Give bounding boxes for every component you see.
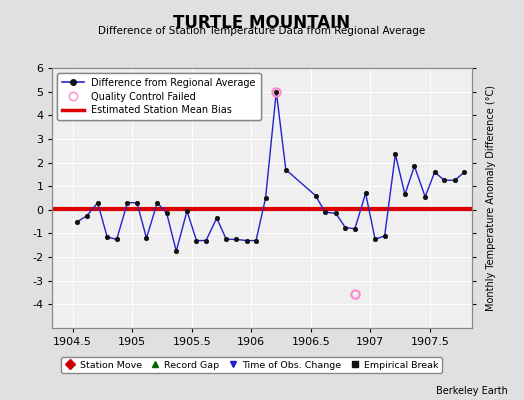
Y-axis label: Monthly Temperature Anomaly Difference (°C): Monthly Temperature Anomaly Difference (… bbox=[486, 85, 496, 311]
Text: TURTLE MOUNTAIN: TURTLE MOUNTAIN bbox=[173, 14, 351, 32]
Legend: Difference from Regional Average, Quality Control Failed, Estimated Station Mean: Difference from Regional Average, Qualit… bbox=[57, 73, 260, 120]
Text: Berkeley Earth: Berkeley Earth bbox=[436, 386, 508, 396]
Legend: Station Move, Record Gap, Time of Obs. Change, Empirical Break: Station Move, Record Gap, Time of Obs. C… bbox=[61, 357, 442, 373]
Text: Difference of Station Temperature Data from Regional Average: Difference of Station Temperature Data f… bbox=[99, 26, 425, 36]
